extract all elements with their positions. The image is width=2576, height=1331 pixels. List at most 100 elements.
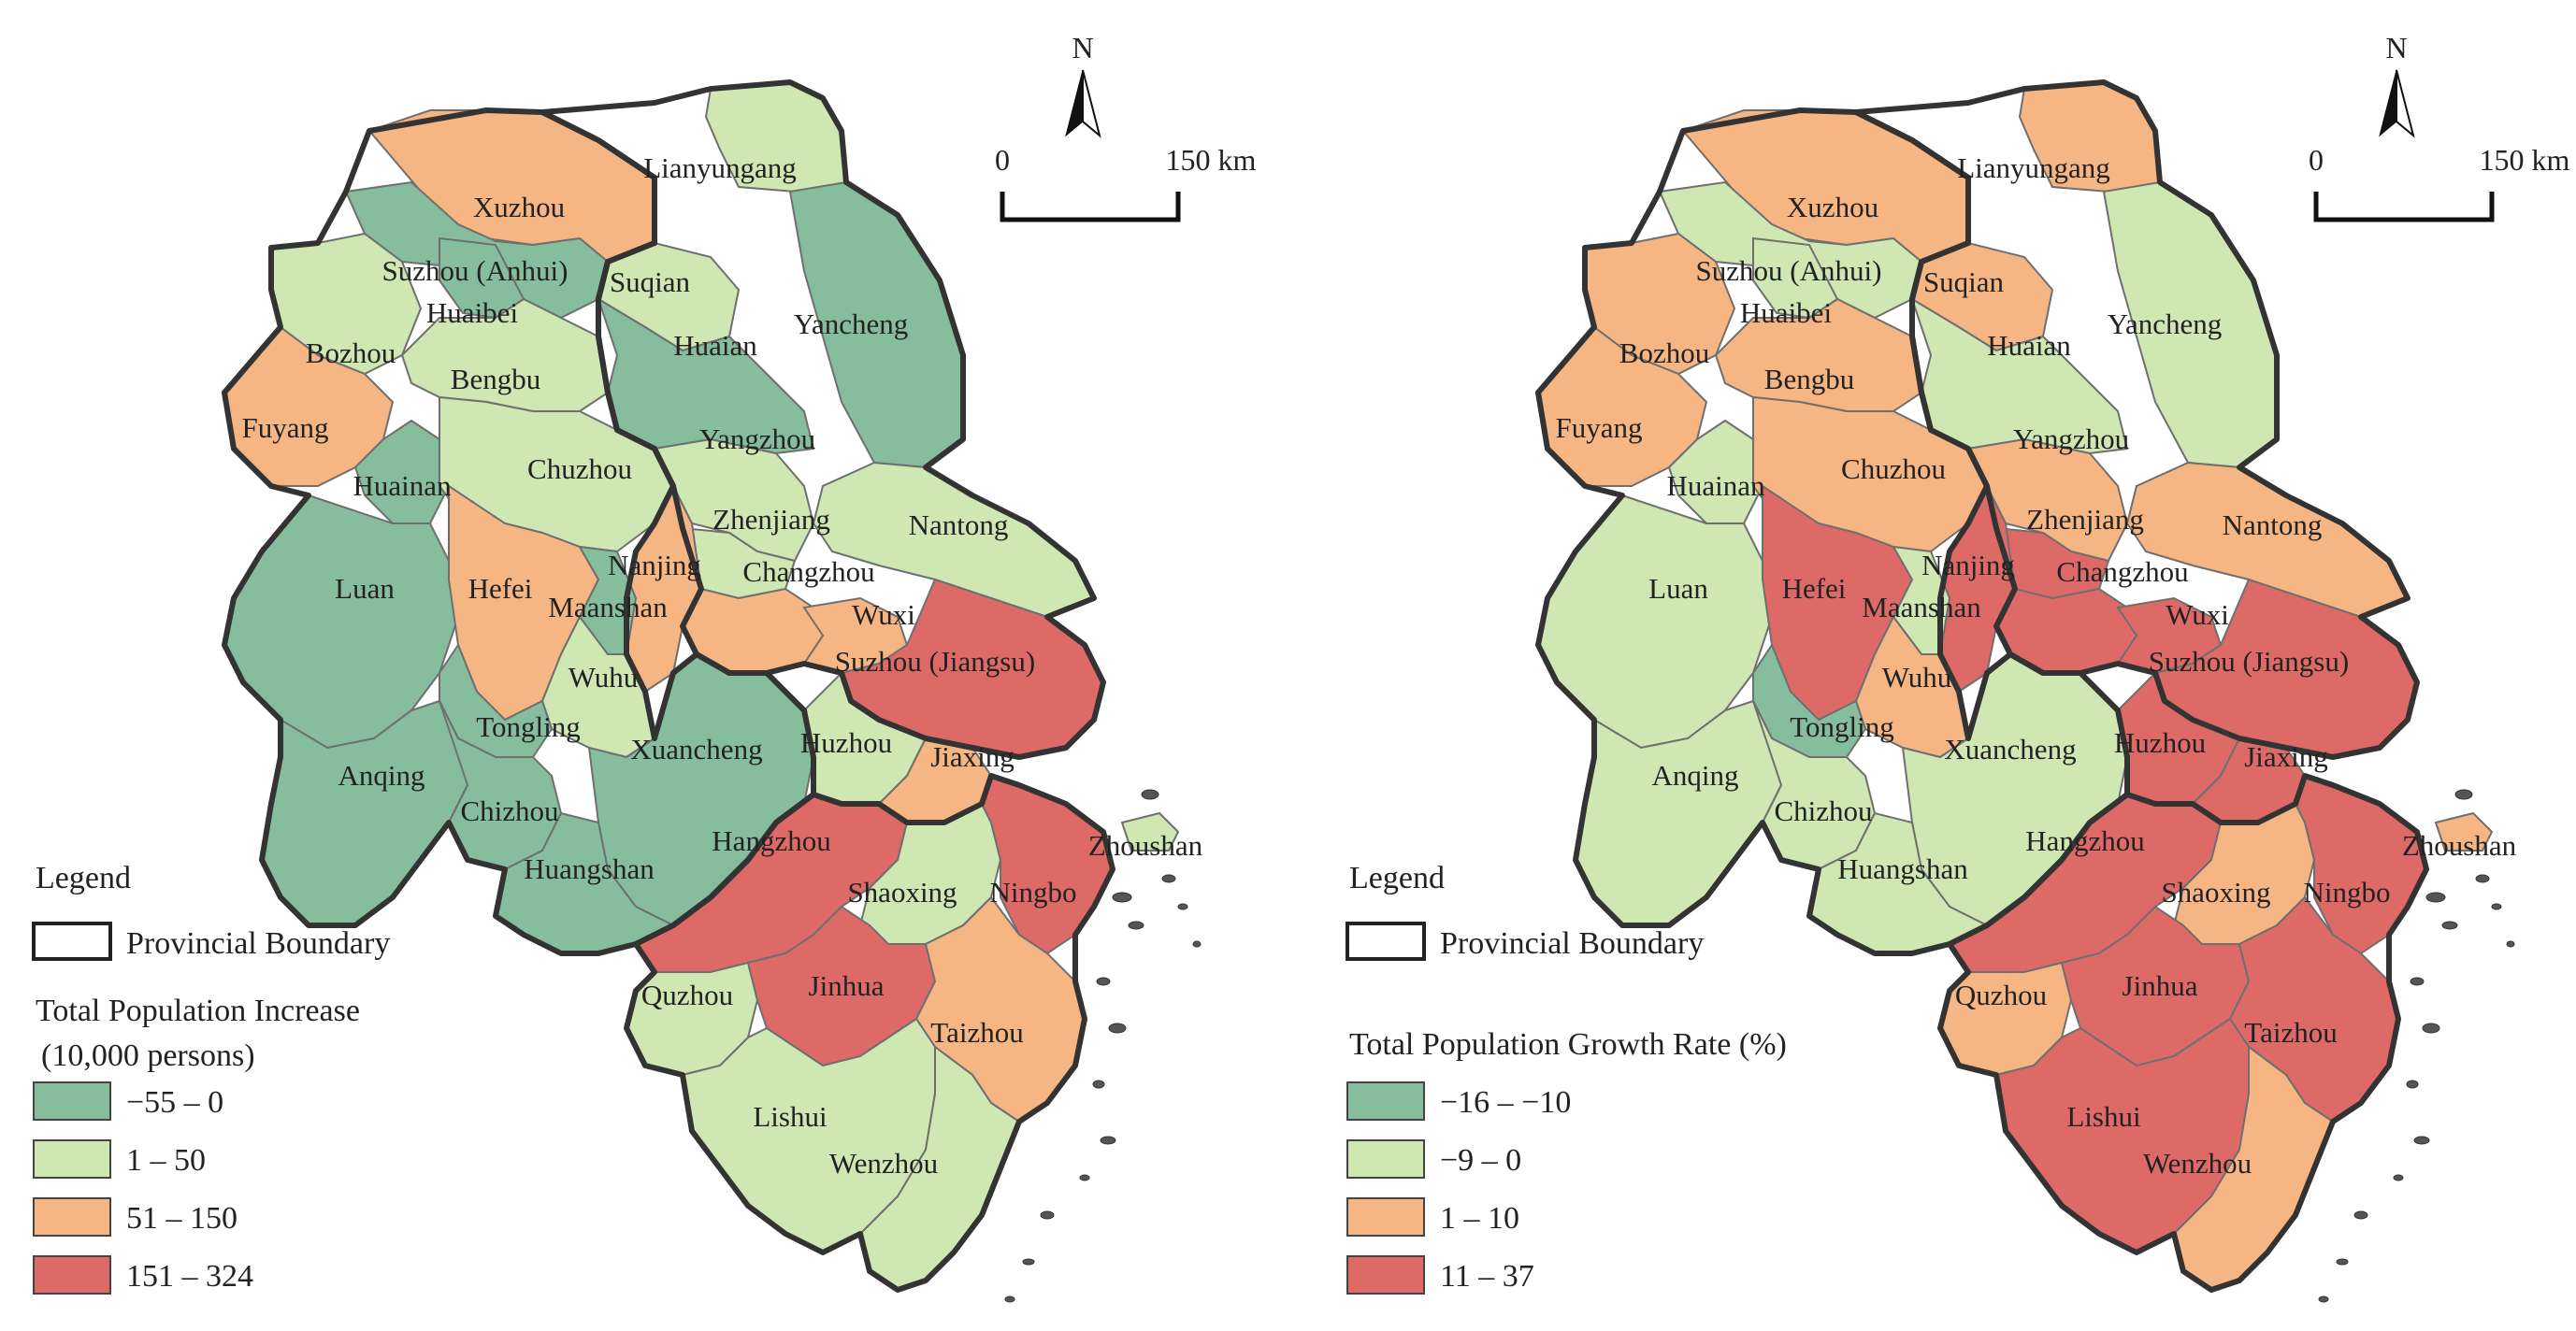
city-label: Xuzhou <box>1787 191 1878 223</box>
city-label: Jiaxing <box>930 740 1015 773</box>
island <box>2413 1136 2430 1145</box>
city-label: Shaoxing <box>847 876 957 909</box>
city-label: Nanjing <box>608 549 701 581</box>
city-label: Ningbo <box>2304 876 2391 909</box>
city-label: Xuzhou <box>473 191 565 223</box>
city-label: Fuyang <box>1556 411 1643 444</box>
legend-boundary-swatch <box>1346 922 1426 961</box>
island <box>1096 977 1111 986</box>
island <box>1079 1174 1090 1181</box>
city-label: Quzhou <box>1955 979 2047 1011</box>
city-label: Suzhou (Jiangsu) <box>2149 645 2349 678</box>
city-label: Suqian <box>1923 265 2005 298</box>
left-scale-bar: 0 150 km <box>995 143 1257 222</box>
left-map: Lianyungang Xuzhou Suzhou (Anhui) Huaibei Su… <box>32 31 1257 1303</box>
provincial-boundary <box>1937 773 2429 1293</box>
city-label: Huainan <box>353 469 452 502</box>
north-arrow-label: N <box>1072 31 1093 64</box>
city-label: Chuzhou <box>1841 452 1946 485</box>
legend-class-label: 1 – 10 <box>1440 1201 1519 1236</box>
city-label: Yancheng <box>794 308 909 340</box>
legend-class-label: −9 – 0 <box>1440 1143 1521 1178</box>
city-label: Xuancheng <box>630 733 762 766</box>
legend-class-label: 151 – 324 <box>126 1259 253 1294</box>
city-label: Taizhou <box>2244 1016 2337 1049</box>
city-label: Maanshan <box>1862 591 1981 623</box>
city-label: Tongling <box>1790 710 1894 743</box>
left-map-city-labels: Lianyungang Xuzhou Suzhou (Anhui) Huaibei Su… <box>242 151 1203 1180</box>
city-label: Zhenjiang <box>712 503 830 536</box>
city-label: Nanjing <box>1921 549 2015 581</box>
island <box>1192 940 1202 948</box>
island <box>2336 1258 2349 1266</box>
legend-class-label: −55 – 0 <box>126 1085 223 1120</box>
provincial-boundary <box>540 79 1106 760</box>
city-label: Wuhu <box>1882 661 1952 694</box>
city-label: Hefei <box>468 572 533 605</box>
city-label: Anqing <box>1652 759 1739 792</box>
island <box>1177 903 1188 910</box>
city-label: Huangshan <box>524 852 655 885</box>
city-label: Nantong <box>2223 508 2323 541</box>
city-label: Shaoxing <box>2161 876 2270 909</box>
scale-bar-line <box>1000 192 1181 222</box>
island <box>1112 892 1132 903</box>
right-north-arrow: N <box>2379 31 2415 138</box>
city-label: Lishui <box>753 1100 827 1133</box>
left-map-provincial-boundaries <box>222 79 1115 1293</box>
city-label: Changzhou <box>742 555 874 588</box>
city-label: Huaibei <box>1740 296 1833 329</box>
city-label: Changzhou <box>2056 555 2188 588</box>
scale-end-label: 150 km <box>2480 143 2570 177</box>
island <box>1040 1210 1055 1220</box>
city-label: Hefei <box>1782 572 1847 605</box>
island <box>1141 789 1159 800</box>
legend-title: Total Population Increase <box>36 994 360 1028</box>
city-label: Chizhou <box>1774 794 1872 827</box>
city-label: Jinhua <box>809 969 885 1002</box>
legend-heading: Legend <box>1349 861 1445 895</box>
island <box>2425 892 2446 903</box>
provincial-boundary <box>624 773 1115 1293</box>
city-label: Suqian <box>610 265 691 298</box>
city-label: Nantong <box>909 508 1009 541</box>
north-arrow-icon <box>1082 69 1101 138</box>
city-label: Bengbu <box>451 363 540 395</box>
city-label: Huangshan <box>1837 852 1968 885</box>
region-zhoushan <box>2434 811 2494 852</box>
right-map-islands <box>2318 789 2515 1303</box>
legend-swatch <box>33 1139 111 1179</box>
legend-swatch <box>1346 1081 1425 1121</box>
scale-bar-line <box>2313 192 2495 222</box>
legend-subtitle: (10,000 persons) <box>41 1038 255 1073</box>
city-label: Huaibei <box>426 296 519 329</box>
city-label: Jinhua <box>2123 969 2198 1002</box>
right-scale-bar: 0 150 km <box>2309 143 2570 222</box>
island <box>1161 874 1176 883</box>
island <box>2422 1023 2440 1034</box>
legend-swatch <box>33 1197 111 1237</box>
legend-class-label: 51 – 150 <box>126 1201 237 1236</box>
legend-boundary-label: Provincial Boundary <box>126 926 390 961</box>
north-arrow-icon <box>2396 69 2415 138</box>
city-label: Chizhou <box>460 794 558 827</box>
legend-boundary-swatch <box>32 922 112 961</box>
legend-swatch <box>33 1255 111 1295</box>
north-arrow-icon <box>2379 69 2397 137</box>
island <box>1100 1136 1116 1145</box>
city-label: Hangzhou <box>712 824 830 857</box>
island <box>1004 1295 1015 1303</box>
island <box>2454 789 2473 800</box>
island <box>2491 903 2502 910</box>
city-label: Anqing <box>338 759 425 792</box>
scale-zero-label: 0 <box>2309 143 2324 177</box>
city-label: Huaian <box>673 329 757 362</box>
north-arrow-label: N <box>2385 31 2407 64</box>
city-label: Bozhou <box>306 336 396 369</box>
city-label: Chuzhou <box>527 452 632 485</box>
north-arrow-icon <box>1065 69 1084 137</box>
city-label: Zhoushan <box>2402 829 2517 862</box>
city-label: Wuhu <box>568 661 639 694</box>
right-map-regions <box>1536 80 2494 1292</box>
